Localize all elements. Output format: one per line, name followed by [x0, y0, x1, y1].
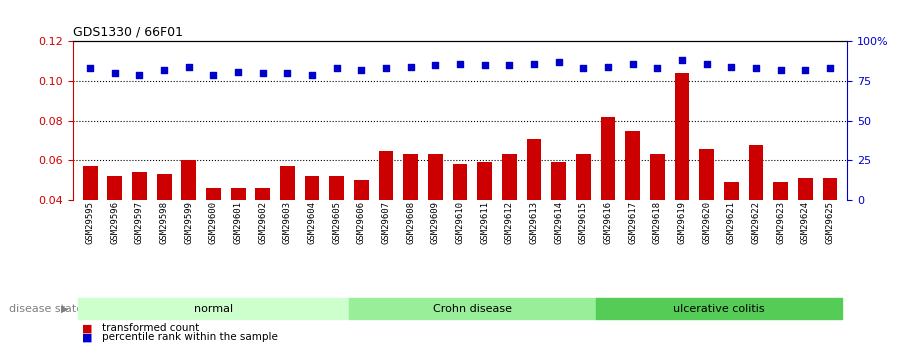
- Bar: [773, 182, 788, 279]
- Point: [798, 67, 813, 73]
- Point: [502, 62, 517, 68]
- Text: percentile rank within the sample: percentile rank within the sample: [102, 333, 278, 342]
- Point: [700, 61, 714, 66]
- Point: [181, 64, 196, 70]
- Bar: [255, 188, 271, 279]
- Point: [379, 66, 394, 71]
- Point: [305, 72, 320, 78]
- Bar: [749, 145, 763, 279]
- Bar: [280, 166, 295, 279]
- Point: [675, 58, 690, 63]
- Point: [600, 64, 615, 70]
- Bar: [700, 148, 714, 279]
- Bar: [230, 188, 245, 279]
- Bar: [724, 182, 739, 279]
- Bar: [600, 117, 616, 279]
- Bar: [206, 188, 220, 279]
- Point: [749, 66, 763, 71]
- Point: [650, 66, 665, 71]
- Point: [230, 69, 245, 74]
- Bar: [304, 176, 320, 279]
- Bar: [453, 164, 467, 279]
- Bar: [83, 166, 97, 279]
- Point: [132, 72, 147, 78]
- Bar: [132, 172, 147, 279]
- Bar: [798, 178, 813, 279]
- Text: ■: ■: [82, 333, 93, 342]
- Bar: [576, 155, 590, 279]
- Point: [404, 64, 418, 70]
- Bar: [354, 180, 369, 279]
- Bar: [157, 174, 171, 279]
- Point: [527, 61, 541, 66]
- Bar: [477, 162, 492, 279]
- Point: [551, 59, 566, 65]
- Bar: [527, 139, 541, 279]
- Bar: [625, 131, 640, 279]
- Point: [281, 70, 295, 76]
- Point: [107, 70, 122, 76]
- Bar: [404, 155, 418, 279]
- Point: [354, 67, 369, 73]
- Bar: [650, 155, 665, 279]
- Bar: [181, 160, 196, 279]
- Bar: [330, 176, 344, 279]
- Bar: [502, 155, 517, 279]
- Text: ■: ■: [82, 324, 93, 333]
- Point: [773, 67, 788, 73]
- Point: [428, 62, 443, 68]
- Bar: [379, 150, 394, 279]
- Text: GDS1330 / 66F01: GDS1330 / 66F01: [73, 26, 183, 39]
- Bar: [823, 178, 837, 279]
- Point: [255, 70, 270, 76]
- Point: [330, 66, 344, 71]
- Point: [576, 66, 590, 71]
- Text: Crohn disease: Crohn disease: [433, 304, 512, 314]
- Bar: [428, 155, 443, 279]
- Point: [157, 67, 171, 73]
- Bar: [107, 176, 122, 279]
- Point: [823, 66, 837, 71]
- Point: [83, 66, 97, 71]
- Text: normal: normal: [194, 304, 233, 314]
- Point: [477, 62, 492, 68]
- Point: [724, 64, 739, 70]
- Text: ▶: ▶: [61, 304, 68, 314]
- Point: [206, 72, 220, 78]
- Text: disease state: disease state: [9, 304, 83, 314]
- Bar: [675, 73, 690, 279]
- Text: transformed count: transformed count: [102, 324, 200, 333]
- Bar: [551, 162, 566, 279]
- Point: [453, 61, 467, 66]
- Point: [625, 61, 640, 66]
- Text: ulcerative colitis: ulcerative colitis: [673, 304, 765, 314]
